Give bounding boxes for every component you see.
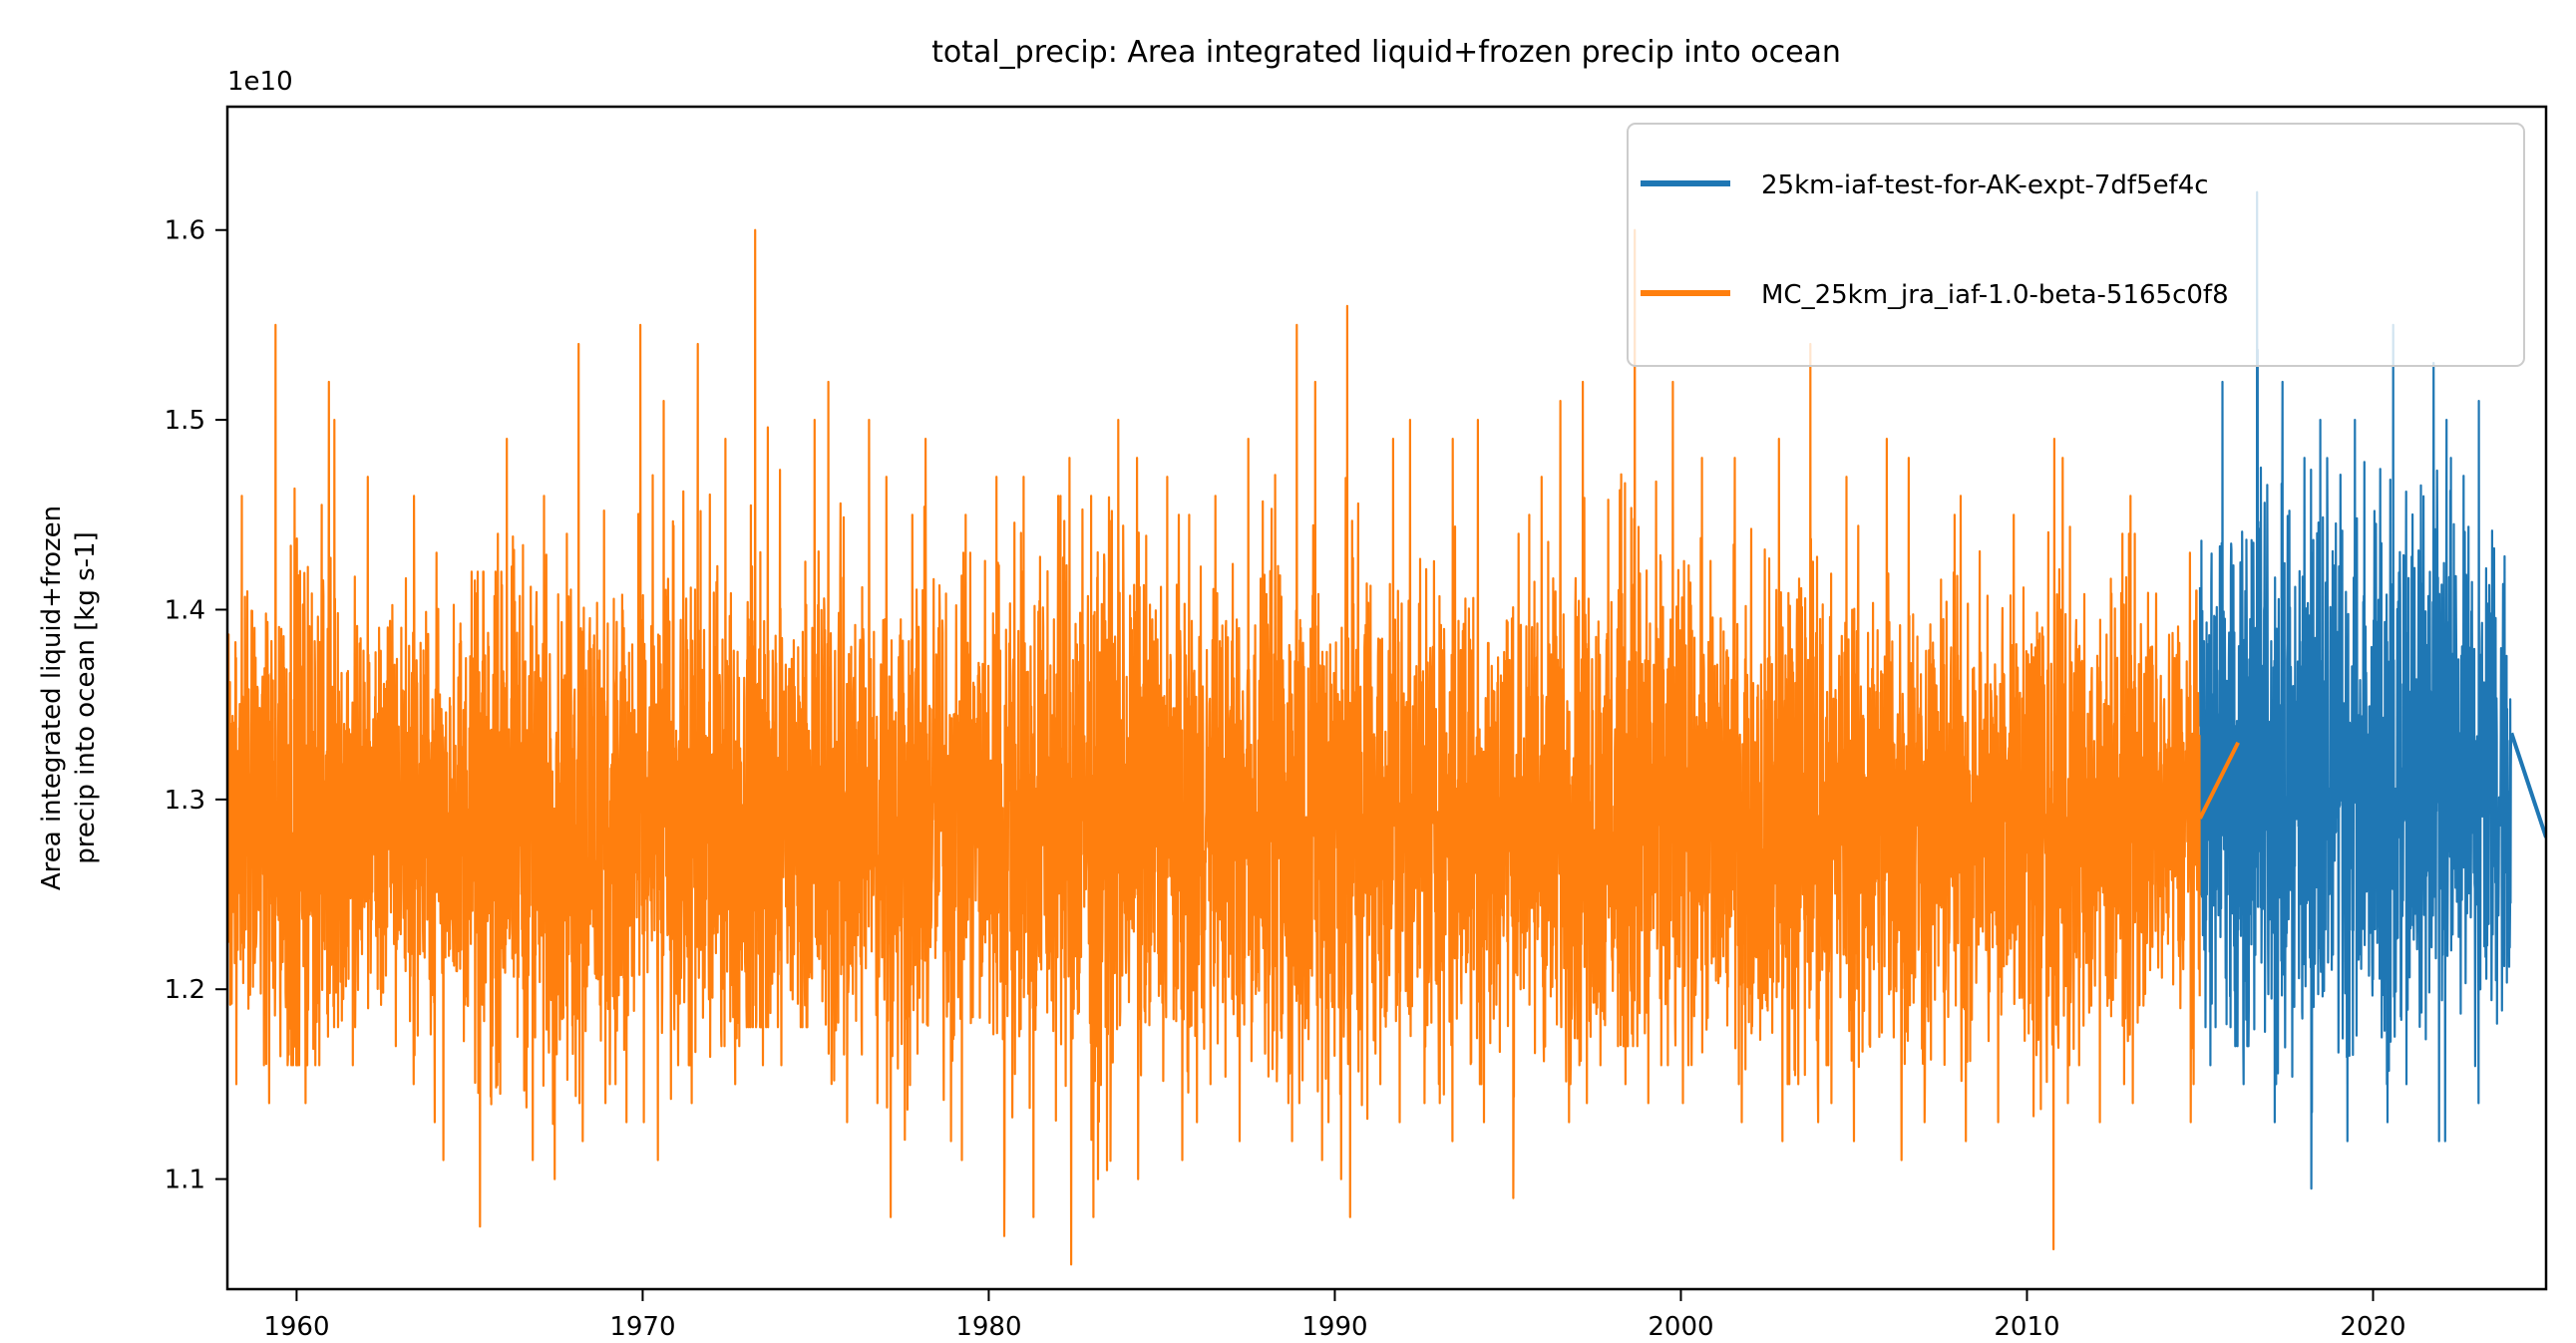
- x-tick-label: 1970: [609, 1312, 675, 1342]
- x-tick-label: 1990: [1301, 1312, 1367, 1342]
- y-axis-label: Area integrated liquid+frozen precip int…: [37, 505, 101, 890]
- x-tick-label: 2020: [2340, 1312, 2405, 1342]
- series-tail-orange: [2198, 741, 2240, 820]
- y-tick-label: 1.2: [165, 975, 205, 1005]
- x-tick-label: 2010: [1994, 1312, 2059, 1342]
- y-tick-label: 1.3: [165, 786, 205, 816]
- series-line-blue: [2198, 190, 2513, 1190]
- series-line-orange: [227, 228, 2201, 1266]
- x-tick-label: 1980: [955, 1312, 1021, 1342]
- series-layer: [227, 190, 2546, 1266]
- y-tick-label: 1.5: [165, 406, 205, 436]
- y-offset-label: 1e10: [227, 67, 293, 97]
- y-axis-label-line-1: Area integrated liquid+frozen: [37, 505, 67, 890]
- x-tick-label: 1960: [263, 1312, 329, 1342]
- plot-frame: [225, 105, 2548, 1291]
- chart-title: total_precip: Area integrated liquid+fro…: [931, 35, 1841, 70]
- y-tick-label: 1.1: [165, 1166, 205, 1195]
- y-tick-label: 1.6: [165, 216, 205, 246]
- y-tick-label: 1.4: [165, 595, 205, 625]
- legend-frame: [1627, 123, 2525, 367]
- legend-label-blue: 25km-iaf-test-for-AK-expt-7df5ef4c: [1761, 170, 2209, 200]
- legend: 25km-iaf-test-for-AK-expt-7df5ef4c MC_25…: [1627, 123, 2525, 367]
- axes: 1960 1970 1980 1990 2000 2010 2020 1.1 1.2 1.3 1.4…: [165, 105, 2548, 1342]
- series-tail-blue: [2509, 732, 2546, 839]
- legend-label-orange: MC_25km_jra_iaf-1.0-beta-5165c0f8: [1761, 280, 2229, 310]
- x-tick-label: 2000: [1648, 1312, 1713, 1342]
- y-axis-label-line-2: precip into ocean [kg s-1]: [71, 531, 101, 863]
